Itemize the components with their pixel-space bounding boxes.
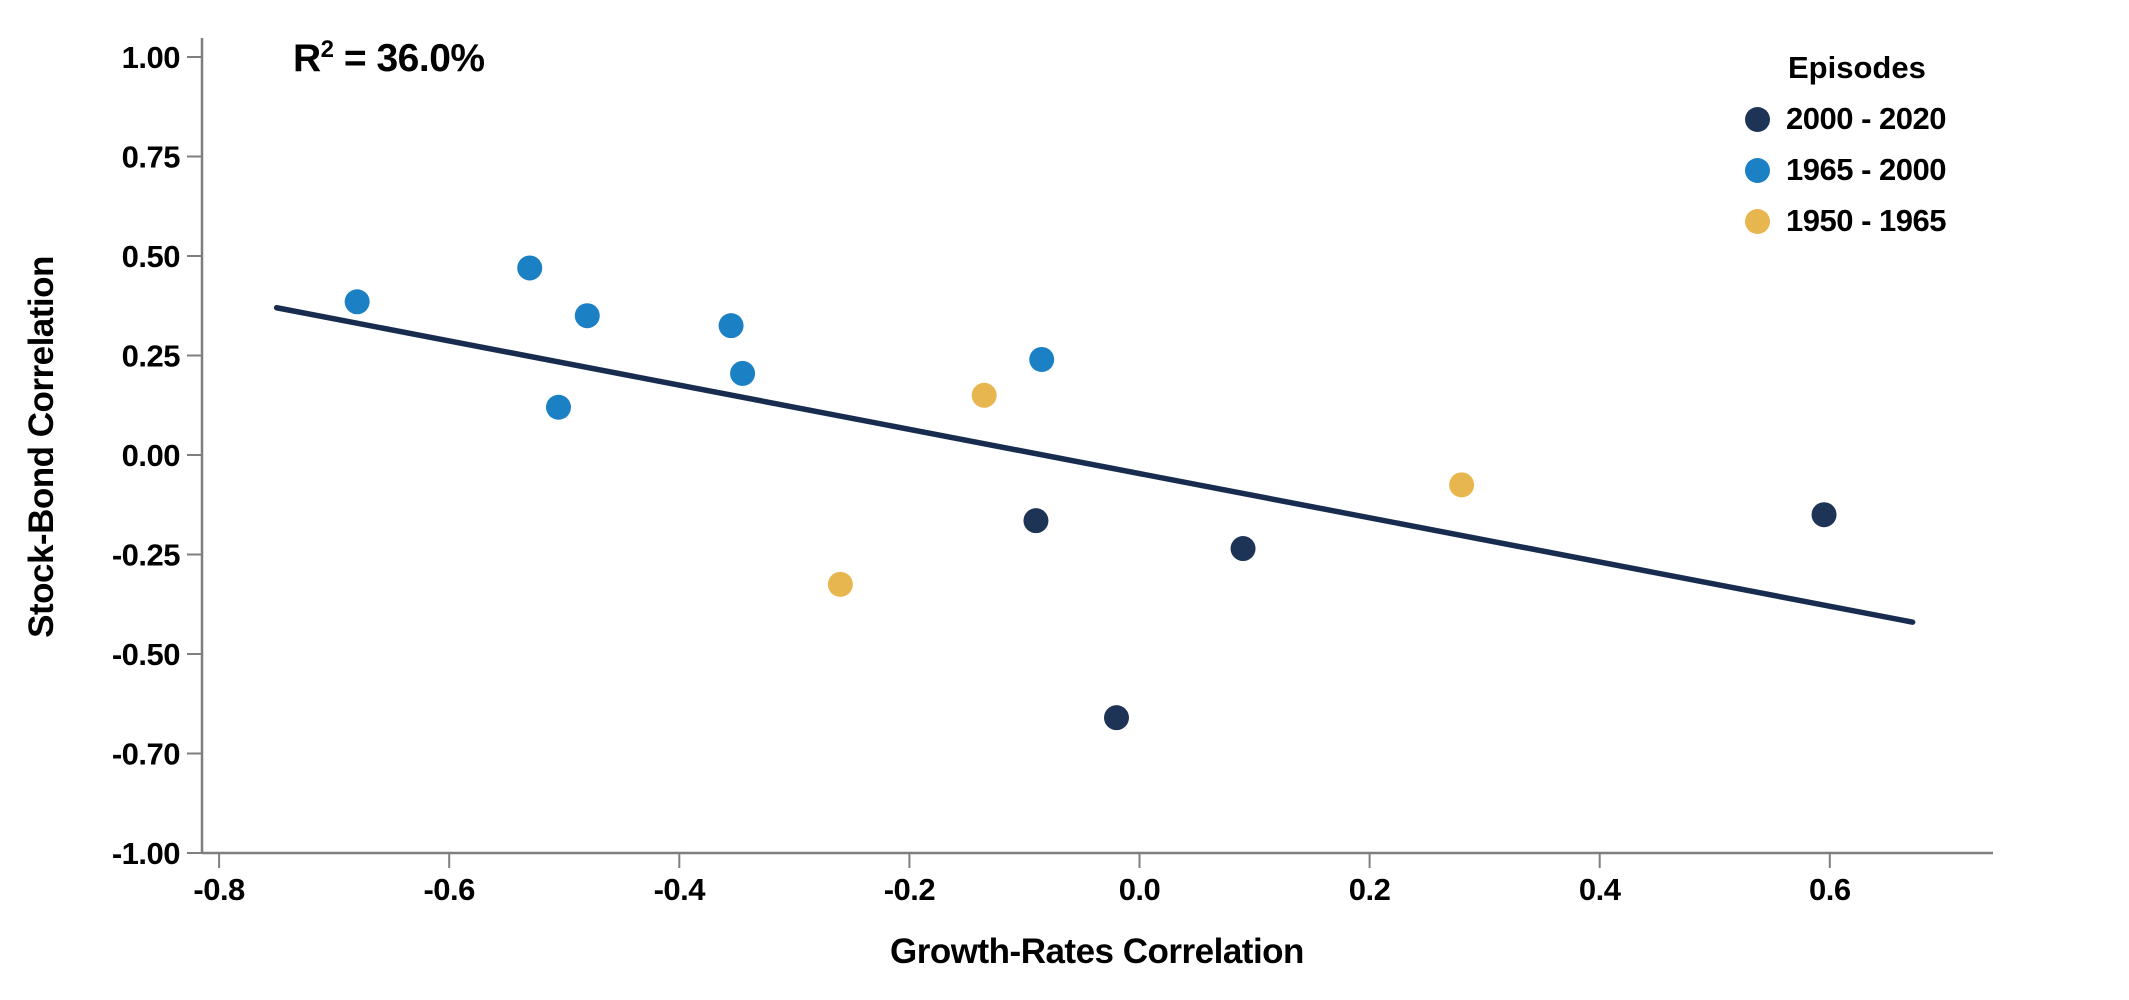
- y-tick-label: 0.50: [122, 239, 180, 274]
- legend-label-1950-1965: 1950 - 1965: [1786, 203, 1946, 238]
- y-tick-label: 0.00: [122, 438, 180, 473]
- legend-swatch-2000-2020-icon: [1745, 106, 1770, 132]
- y-axis-title: Stock-Bond Correlation: [22, 256, 61, 638]
- x-tick-label: 0.0: [1119, 872, 1161, 907]
- y-tick-label: 0.25: [122, 339, 181, 374]
- legend-title: Episodes: [1788, 50, 1926, 85]
- x-tick-label: -0.2: [884, 872, 935, 907]
- y-tick-label: 1.00: [122, 40, 180, 75]
- legend-swatch-1950-1965-icon: [1745, 208, 1770, 234]
- x-tick-label: -0.8: [193, 872, 245, 907]
- y-tick-label: 0.75: [122, 140, 181, 175]
- r-squared-base: R: [293, 37, 321, 80]
- data-point-1950-1965: [971, 382, 997, 408]
- data-point-1965-2000: [517, 255, 543, 281]
- x-axis-title: Growth-Rates Correlation: [890, 932, 1304, 971]
- data-point-1965-2000: [1029, 346, 1055, 372]
- y-tick-label: -0.50: [112, 637, 180, 672]
- data-point-1950-1965: [1449, 472, 1475, 498]
- data-point-1965-2000: [344, 289, 370, 315]
- x-tick-label: 0.4: [1579, 872, 1622, 907]
- data-point-1965-2000: [545, 394, 571, 420]
- trend-line: [273, 304, 1916, 625]
- data-point-1950-1965: [827, 571, 853, 597]
- legend-label-1965-2000: 1965 - 2000: [1786, 152, 1946, 187]
- y-tick-label: -1.00: [112, 836, 180, 871]
- x-tick-label: 0.6: [1809, 872, 1851, 907]
- legend-swatch-1965-2000-icon: [1745, 157, 1770, 183]
- data-point-1965-2000: [718, 313, 744, 339]
- x-tick-label: 0.2: [1349, 872, 1391, 907]
- legend-item: 1965 - 2000: [1745, 152, 1946, 188]
- data-point-2000-2020: [1023, 508, 1049, 534]
- r-squared-value: = 36.0%: [333, 37, 485, 80]
- data-point-1965-2000: [574, 303, 600, 329]
- x-tick-label: -0.6: [423, 872, 475, 907]
- data-point-1965-2000: [730, 360, 756, 386]
- r-squared-annotation: R2 = 36.0%: [293, 36, 485, 81]
- r-squared-exponent: 2: [320, 36, 334, 63]
- legend-label-2000-2020: 2000 - 2020: [1786, 101, 1946, 136]
- data-point-2000-2020: [1811, 502, 1837, 528]
- y-tick-label: -0.25: [112, 538, 180, 573]
- data-point-2000-2020: [1103, 705, 1129, 731]
- legend: Episodes 2000 - 2020 1965 - 2000 1950 - …: [1745, 50, 1946, 239]
- data-point-2000-2020: [1230, 536, 1256, 562]
- legend-item: 2000 - 2020: [1745, 101, 1946, 137]
- y-tick-label: -0.70: [112, 737, 180, 772]
- x-tick-label: -0.4: [654, 872, 707, 907]
- legend-item: 1950 - 1965: [1745, 203, 1946, 239]
